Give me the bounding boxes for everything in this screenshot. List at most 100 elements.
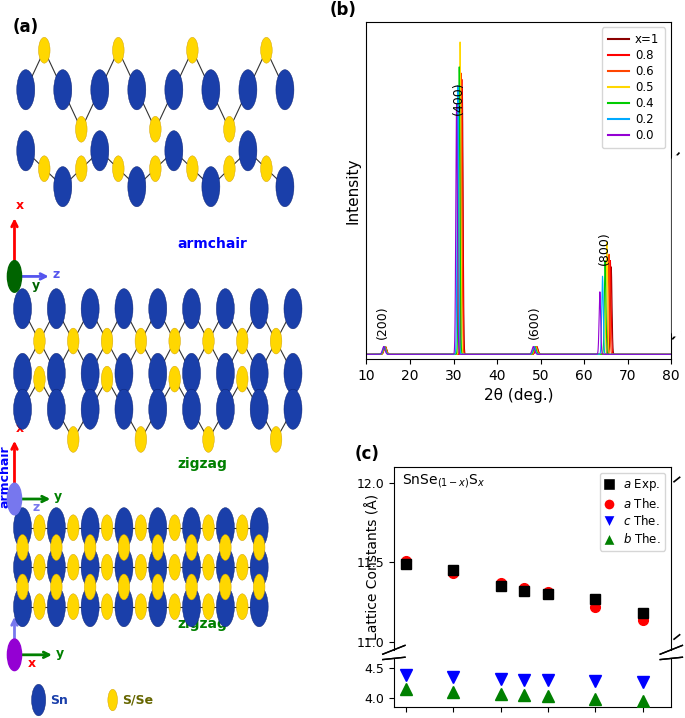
Circle shape bbox=[135, 515, 147, 541]
Circle shape bbox=[135, 328, 147, 354]
Circle shape bbox=[223, 116, 235, 142]
Circle shape bbox=[53, 167, 72, 207]
Circle shape bbox=[182, 389, 201, 429]
Circle shape bbox=[135, 426, 147, 452]
Circle shape bbox=[186, 156, 198, 182]
Circle shape bbox=[34, 554, 45, 580]
Circle shape bbox=[81, 508, 99, 548]
Circle shape bbox=[216, 353, 234, 393]
Circle shape bbox=[216, 289, 234, 329]
Circle shape bbox=[149, 116, 161, 142]
Circle shape bbox=[53, 70, 72, 110]
Circle shape bbox=[115, 353, 133, 393]
Circle shape bbox=[14, 547, 32, 587]
Circle shape bbox=[101, 594, 113, 620]
Circle shape bbox=[108, 689, 118, 711]
Circle shape bbox=[186, 534, 197, 560]
X-axis label: 2θ (deg.): 2θ (deg.) bbox=[484, 388, 553, 404]
Circle shape bbox=[34, 515, 45, 541]
Circle shape bbox=[149, 289, 166, 329]
Circle shape bbox=[165, 70, 183, 110]
Circle shape bbox=[14, 353, 32, 393]
Text: x: x bbox=[16, 199, 23, 212]
Circle shape bbox=[220, 534, 231, 560]
Circle shape bbox=[115, 289, 133, 329]
Circle shape bbox=[47, 508, 65, 548]
Circle shape bbox=[81, 289, 99, 329]
Circle shape bbox=[284, 389, 302, 429]
Circle shape bbox=[236, 515, 248, 541]
Circle shape bbox=[250, 389, 269, 429]
Circle shape bbox=[169, 515, 180, 541]
Circle shape bbox=[271, 426, 282, 452]
Circle shape bbox=[67, 426, 79, 452]
Circle shape bbox=[8, 261, 21, 292]
Circle shape bbox=[47, 547, 65, 587]
Circle shape bbox=[149, 508, 166, 548]
Circle shape bbox=[169, 366, 180, 392]
Circle shape bbox=[51, 534, 62, 560]
Text: (400): (400) bbox=[452, 82, 465, 116]
Circle shape bbox=[8, 483, 21, 515]
Circle shape bbox=[115, 587, 133, 627]
Circle shape bbox=[223, 156, 235, 182]
Circle shape bbox=[250, 508, 269, 548]
Circle shape bbox=[284, 289, 302, 329]
Circle shape bbox=[112, 37, 124, 63]
Circle shape bbox=[16, 574, 28, 600]
Circle shape bbox=[118, 574, 129, 600]
Circle shape bbox=[149, 353, 166, 393]
Y-axis label: Intensity: Intensity bbox=[346, 157, 361, 223]
Circle shape bbox=[203, 426, 214, 452]
Circle shape bbox=[276, 167, 294, 207]
Circle shape bbox=[91, 70, 109, 110]
Text: z: z bbox=[32, 501, 40, 514]
Text: (b): (b) bbox=[330, 1, 357, 19]
Circle shape bbox=[182, 547, 201, 587]
Circle shape bbox=[47, 587, 65, 627]
Circle shape bbox=[169, 554, 180, 580]
Circle shape bbox=[284, 353, 302, 393]
Circle shape bbox=[216, 587, 234, 627]
Text: zigzag: zigzag bbox=[177, 617, 227, 631]
Circle shape bbox=[84, 534, 96, 560]
Text: y: y bbox=[53, 490, 62, 503]
Circle shape bbox=[149, 587, 166, 627]
Circle shape bbox=[236, 554, 248, 580]
Circle shape bbox=[135, 594, 147, 620]
Circle shape bbox=[135, 554, 147, 580]
Circle shape bbox=[186, 37, 198, 63]
Circle shape bbox=[81, 547, 99, 587]
Circle shape bbox=[202, 70, 220, 110]
Circle shape bbox=[14, 389, 32, 429]
Circle shape bbox=[216, 508, 234, 548]
Text: armchair: armchair bbox=[177, 237, 247, 251]
Text: x: x bbox=[16, 422, 23, 435]
Circle shape bbox=[239, 70, 257, 110]
Circle shape bbox=[128, 70, 146, 110]
Circle shape bbox=[75, 116, 87, 142]
Circle shape bbox=[149, 156, 161, 182]
Circle shape bbox=[16, 70, 35, 110]
Circle shape bbox=[16, 131, 35, 171]
Circle shape bbox=[67, 594, 79, 620]
Circle shape bbox=[152, 534, 164, 560]
Text: (200): (200) bbox=[376, 305, 389, 339]
Circle shape bbox=[182, 353, 201, 393]
Circle shape bbox=[101, 554, 113, 580]
Circle shape bbox=[276, 70, 294, 110]
Circle shape bbox=[236, 328, 248, 354]
Circle shape bbox=[67, 554, 79, 580]
Circle shape bbox=[250, 547, 269, 587]
Text: y: y bbox=[32, 279, 40, 292]
Circle shape bbox=[75, 156, 87, 182]
Legend: x=1, 0.8, 0.6, 0.5, 0.4, 0.2, 0.0: x=1, 0.8, 0.6, 0.5, 0.4, 0.2, 0.0 bbox=[602, 27, 665, 148]
Circle shape bbox=[149, 547, 166, 587]
Circle shape bbox=[236, 366, 248, 392]
Legend: $a$ Exp., $a$ The., $c$ The., $b$ The.: $a$ Exp., $a$ The., $c$ The., $b$ The. bbox=[599, 472, 665, 551]
Circle shape bbox=[38, 37, 50, 63]
Circle shape bbox=[112, 156, 124, 182]
Circle shape bbox=[91, 131, 109, 171]
Circle shape bbox=[47, 353, 65, 393]
Circle shape bbox=[203, 594, 214, 620]
